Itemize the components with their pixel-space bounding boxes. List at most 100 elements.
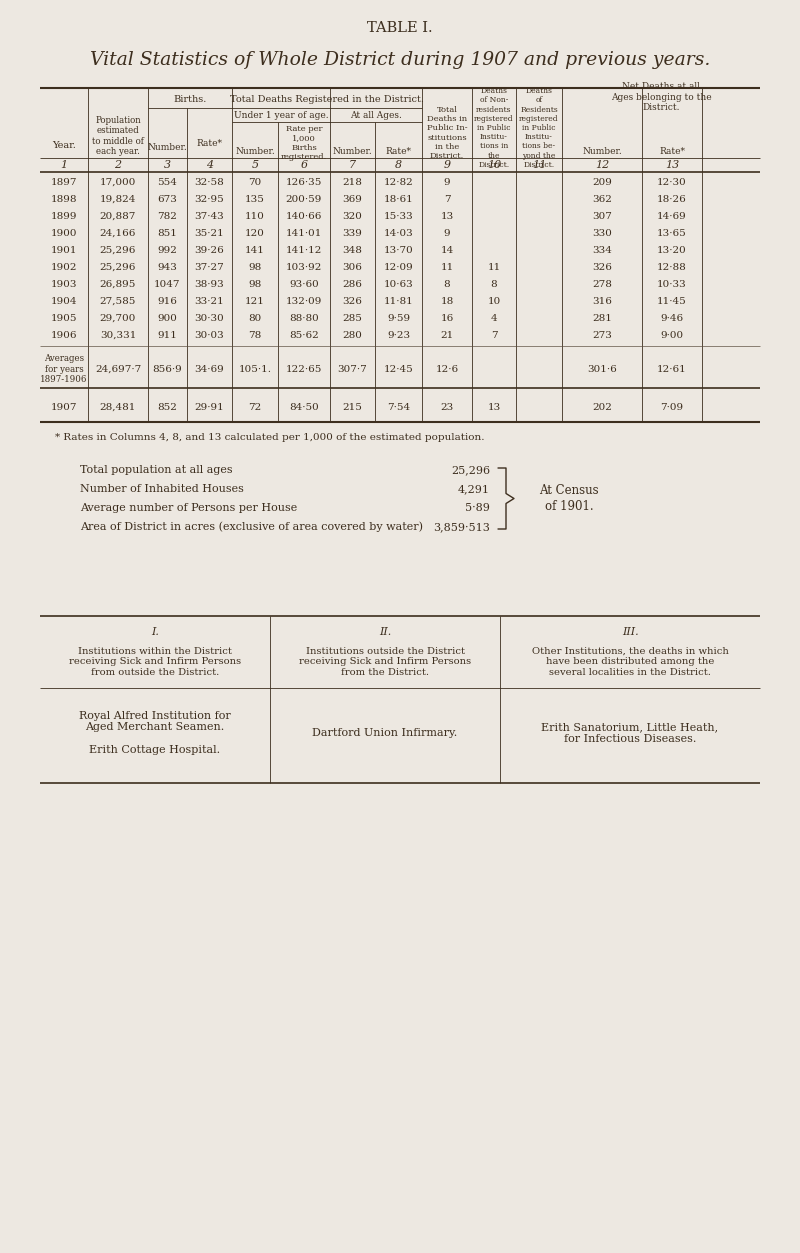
Text: 16: 16 <box>440 315 454 323</box>
Text: 7·09: 7·09 <box>661 402 683 411</box>
Text: 348: 348 <box>342 246 362 256</box>
Text: III.: III. <box>622 626 638 637</box>
Text: 126·35: 126·35 <box>286 178 322 187</box>
Text: 122·65: 122·65 <box>286 365 322 373</box>
Text: Births.: Births. <box>174 94 206 104</box>
Text: 1900: 1900 <box>50 229 78 238</box>
Text: 9·59: 9·59 <box>387 315 410 323</box>
Text: 8: 8 <box>490 279 498 289</box>
Text: 5·89: 5·89 <box>465 502 490 512</box>
Text: 121: 121 <box>245 297 265 306</box>
Text: Area of District in acres (exclusive of area covered by water): Area of District in acres (exclusive of … <box>80 521 423 533</box>
Text: 11: 11 <box>487 263 501 272</box>
Text: TABLE I.: TABLE I. <box>367 21 433 35</box>
Text: 10·63: 10·63 <box>384 279 414 289</box>
Text: 103·92: 103·92 <box>286 263 322 272</box>
Text: 1906: 1906 <box>50 331 78 340</box>
Text: * Rates in Columns 4, 8, and 13 calculated per 1,000 of the estimated population: * Rates in Columns 4, 8, and 13 calculat… <box>55 434 485 442</box>
Text: 369: 369 <box>342 195 362 204</box>
Text: 9: 9 <box>443 160 450 170</box>
Text: 12·30: 12·30 <box>657 178 687 187</box>
Text: 78: 78 <box>248 331 262 340</box>
Text: 28,481: 28,481 <box>100 402 136 411</box>
Text: 135: 135 <box>245 195 265 204</box>
Text: Other Institutions, the deaths in which
have been distributed among the
several : Other Institutions, the deaths in which … <box>531 647 729 677</box>
Text: 1907: 1907 <box>50 402 78 411</box>
Text: 39·26: 39·26 <box>194 246 224 256</box>
Text: 316: 316 <box>592 297 612 306</box>
Text: 1903: 1903 <box>50 279 78 289</box>
Text: 911: 911 <box>158 331 178 340</box>
Text: Number.: Number. <box>148 144 187 153</box>
Text: 286: 286 <box>342 279 362 289</box>
Text: 20,887: 20,887 <box>100 212 136 221</box>
Text: 14·03: 14·03 <box>384 229 414 238</box>
Text: 280: 280 <box>342 331 362 340</box>
Text: 88·80: 88·80 <box>289 315 319 323</box>
Text: 30,331: 30,331 <box>100 331 136 340</box>
Text: 7·54: 7·54 <box>387 402 410 411</box>
Text: 5: 5 <box>251 160 258 170</box>
Text: 12·09: 12·09 <box>384 263 414 272</box>
Text: Institutions outside the District
receiving Sick and Infirm Persons
from the Dis: Institutions outside the District receiv… <box>299 647 471 677</box>
Text: Deaths
of Non-
residents
registered
in Public
Institu-
tions in
the
District.: Deaths of Non- residents registered in P… <box>474 88 514 169</box>
Text: 12·61: 12·61 <box>657 365 687 373</box>
Text: 1905: 1905 <box>50 315 78 323</box>
Text: 856·9: 856·9 <box>153 365 182 373</box>
Text: 18·26: 18·26 <box>657 195 687 204</box>
Text: 7: 7 <box>444 195 450 204</box>
Text: 4: 4 <box>490 315 498 323</box>
Text: 11: 11 <box>440 263 454 272</box>
Text: Average number of Persons per House: Average number of Persons per House <box>80 502 298 512</box>
Text: 132·09: 132·09 <box>286 297 322 306</box>
Text: 17,000: 17,000 <box>100 178 136 187</box>
Text: 12: 12 <box>595 160 609 170</box>
Text: 80: 80 <box>248 315 262 323</box>
Text: 13: 13 <box>487 402 501 411</box>
Text: Total Deaths Registered in the District.: Total Deaths Registered in the District. <box>230 94 424 104</box>
Text: 10·33: 10·33 <box>657 279 687 289</box>
Text: 2: 2 <box>114 160 122 170</box>
Text: 11·45: 11·45 <box>657 297 687 306</box>
Text: 18·61: 18·61 <box>384 195 414 204</box>
Text: 1047: 1047 <box>154 279 181 289</box>
Text: 209: 209 <box>592 178 612 187</box>
Text: 306: 306 <box>342 263 362 272</box>
Text: At Census
of 1901.: At Census of 1901. <box>539 485 599 512</box>
Text: 13·65: 13·65 <box>657 229 687 238</box>
Text: 93·60: 93·60 <box>289 279 319 289</box>
Text: 12·88: 12·88 <box>657 263 687 272</box>
Text: Number.: Number. <box>582 147 622 155</box>
Text: Rate*: Rate* <box>197 139 222 148</box>
Text: 26,895: 26,895 <box>100 279 136 289</box>
Text: Averages
for years
1897-1906: Averages for years 1897-1906 <box>40 355 88 383</box>
Text: 25,296: 25,296 <box>100 263 136 272</box>
Text: Population
estimated
to middle of
each year.: Population estimated to middle of each y… <box>92 115 144 157</box>
Text: 141·01: 141·01 <box>286 229 322 238</box>
Text: 307: 307 <box>592 212 612 221</box>
Text: 330: 330 <box>592 229 612 238</box>
Text: 852: 852 <box>158 402 178 411</box>
Text: 30·03: 30·03 <box>194 331 224 340</box>
Text: Net Deaths at all
Ages belonging to the
District.: Net Deaths at all Ages belonging to the … <box>610 83 711 112</box>
Text: 362: 362 <box>592 195 612 204</box>
Text: 24,697·7: 24,697·7 <box>95 365 141 373</box>
Text: 24,166: 24,166 <box>100 229 136 238</box>
Text: 34·69: 34·69 <box>194 365 224 373</box>
Text: 29·91: 29·91 <box>194 402 224 411</box>
Text: 1898: 1898 <box>50 195 78 204</box>
Text: 15·33: 15·33 <box>384 212 414 221</box>
Text: 14·69: 14·69 <box>657 212 687 221</box>
Text: 98: 98 <box>248 263 262 272</box>
Text: 916: 916 <box>158 297 178 306</box>
Text: 105·1.: 105·1. <box>238 365 271 373</box>
Text: At all Ages.: At all Ages. <box>350 112 402 120</box>
Text: 110: 110 <box>245 212 265 221</box>
Text: Number.: Number. <box>333 147 372 155</box>
Text: 202: 202 <box>592 402 612 411</box>
Text: 9: 9 <box>444 178 450 187</box>
Text: 326: 326 <box>342 297 362 306</box>
Text: 120: 120 <box>245 229 265 238</box>
Text: 1897: 1897 <box>50 178 78 187</box>
Text: 98: 98 <box>248 279 262 289</box>
